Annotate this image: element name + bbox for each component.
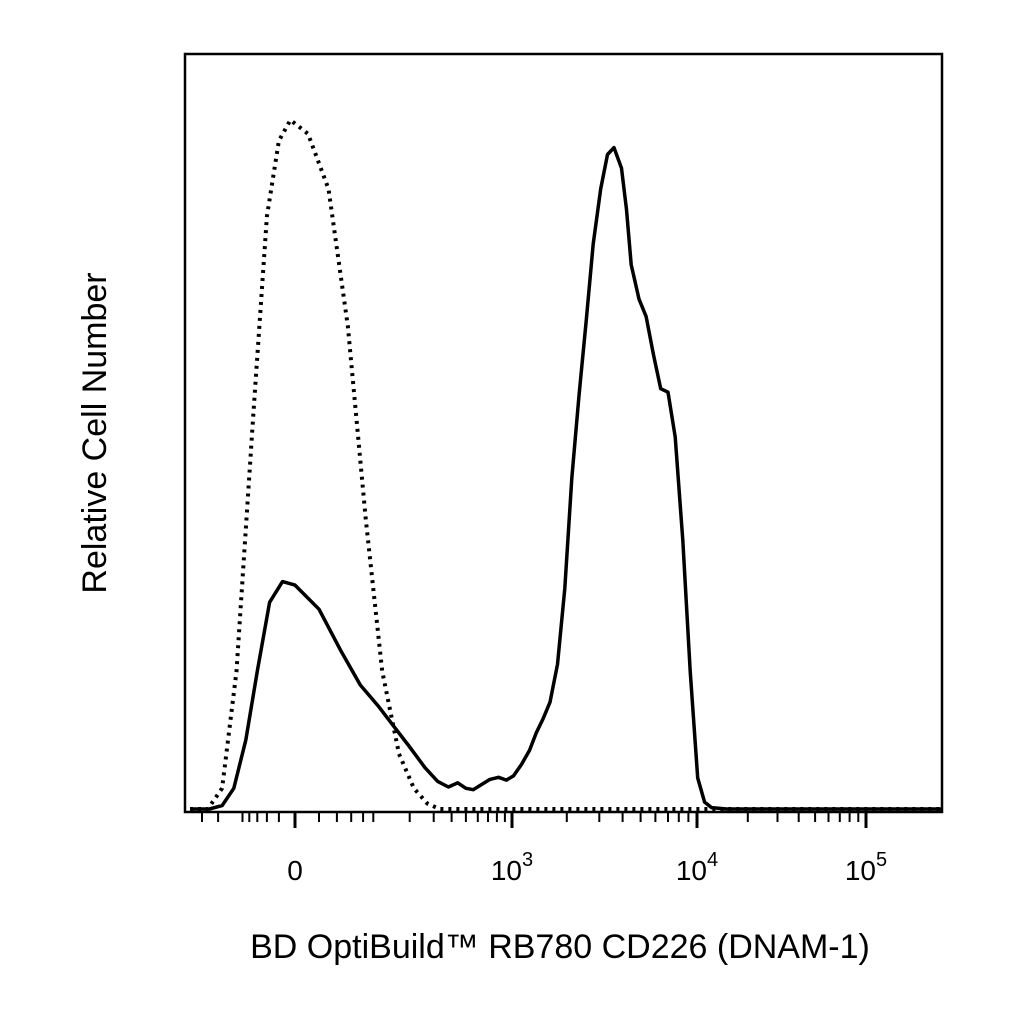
x-axis-tick-labels: 0 103 104 105 [287, 849, 887, 886]
histogram-series [190, 118, 942, 811]
plot-frame [183, 52, 944, 814]
x-axis-minor-ticks [201, 812, 868, 828]
x-tick-label: 0 [287, 855, 303, 886]
y-axis-label: Relative Cell Number [76, 272, 114, 593]
histogram-series-solid [190, 145, 942, 811]
x-tick-label: 104 [676, 849, 718, 886]
x-tick-label: 105 [845, 849, 887, 886]
x-axis-label: BD OptiBuild™ RB780 CD226 (DNAM-1) [250, 928, 870, 966]
histogram-series-dotted [190, 118, 942, 811]
x-tick-label: 103 [491, 849, 533, 886]
